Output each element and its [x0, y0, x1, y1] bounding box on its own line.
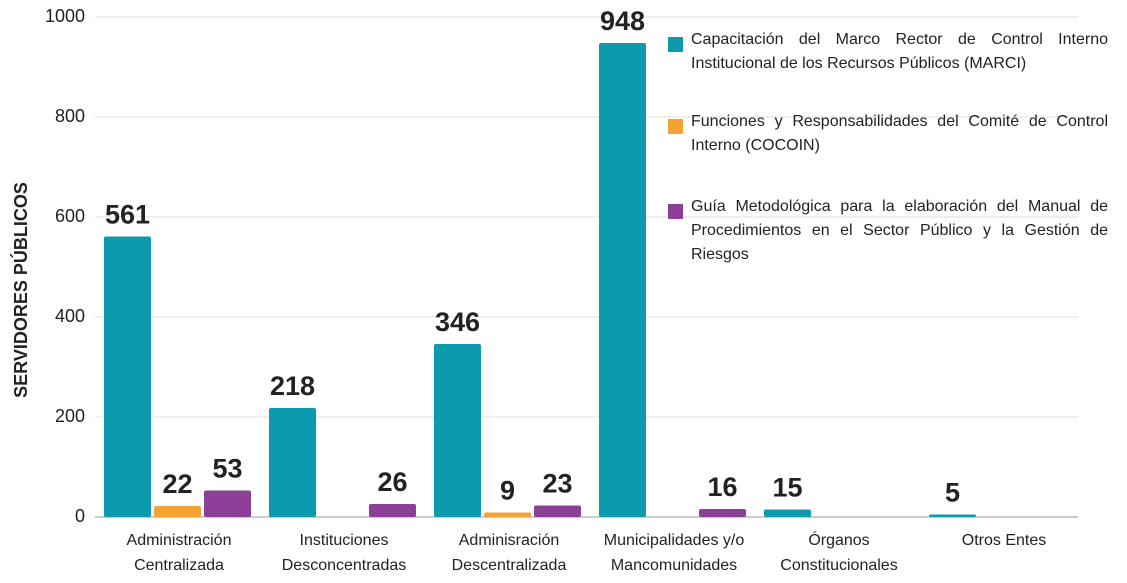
legend-swatch [668, 37, 683, 52]
data-label: 5 [945, 478, 960, 508]
y-tick-label: 0 [75, 506, 85, 526]
bar [534, 505, 581, 517]
data-label: 948 [600, 6, 645, 36]
bar [104, 236, 151, 517]
x-tick-label: Otros Entes [961, 532, 1047, 549]
y-tick-label: 400 [55, 306, 85, 326]
x-tick-label: Administración Centralizada [126, 532, 232, 574]
data-label: 218 [270, 371, 315, 401]
x-tick-label: Adminisración Descentralizada [451, 532, 567, 574]
bar [204, 490, 251, 517]
bar [434, 344, 481, 517]
y-axis-title: SERVIDORES PÚBLICOS [10, 182, 31, 398]
x-tick-label: Municipalidades y/o Mancomunidades [603, 532, 745, 574]
legend-item: Guía Metodológica para la elaboración de… [668, 195, 1108, 267]
bar [369, 504, 416, 517]
y-tick-label: 1000 [45, 6, 85, 26]
data-label: 561 [105, 200, 150, 230]
data-label: 16 [707, 472, 737, 502]
bar [699, 509, 746, 517]
bar [929, 514, 976, 517]
y-tick-label: 200 [55, 406, 85, 426]
data-label: 15 [772, 473, 802, 503]
bar [484, 512, 531, 517]
x-tick-label: Órganos Constitucionales [780, 532, 898, 574]
data-label: 22 [162, 469, 192, 499]
bar [154, 506, 201, 517]
bar [269, 408, 316, 517]
legend-swatch [668, 204, 683, 219]
legend-label: Guía Metodológica para la elaboración de… [691, 198, 1108, 263]
data-label: 9 [500, 476, 515, 506]
legend-label: Capacitación del Marco Rector de Control… [691, 31, 1108, 72]
legend-item: Capacitación del Marco Rector de Control… [668, 28, 1108, 76]
bar [764, 509, 811, 517]
data-label: 23 [542, 469, 572, 499]
legend-swatch [668, 119, 683, 134]
data-label: 346 [435, 307, 480, 337]
x-tick-label: Instituciones Desconcentradas [281, 532, 407, 574]
data-label: 53 [212, 454, 242, 484]
bar [599, 43, 646, 517]
legend-item: Funciones y Responsabilidades del Comité… [668, 110, 1108, 158]
legend-label: Funciones y Responsabilidades del Comité… [691, 113, 1108, 154]
y-tick-label: 600 [55, 206, 85, 226]
y-tick-label: 800 [55, 106, 85, 126]
data-label: 26 [377, 467, 407, 497]
